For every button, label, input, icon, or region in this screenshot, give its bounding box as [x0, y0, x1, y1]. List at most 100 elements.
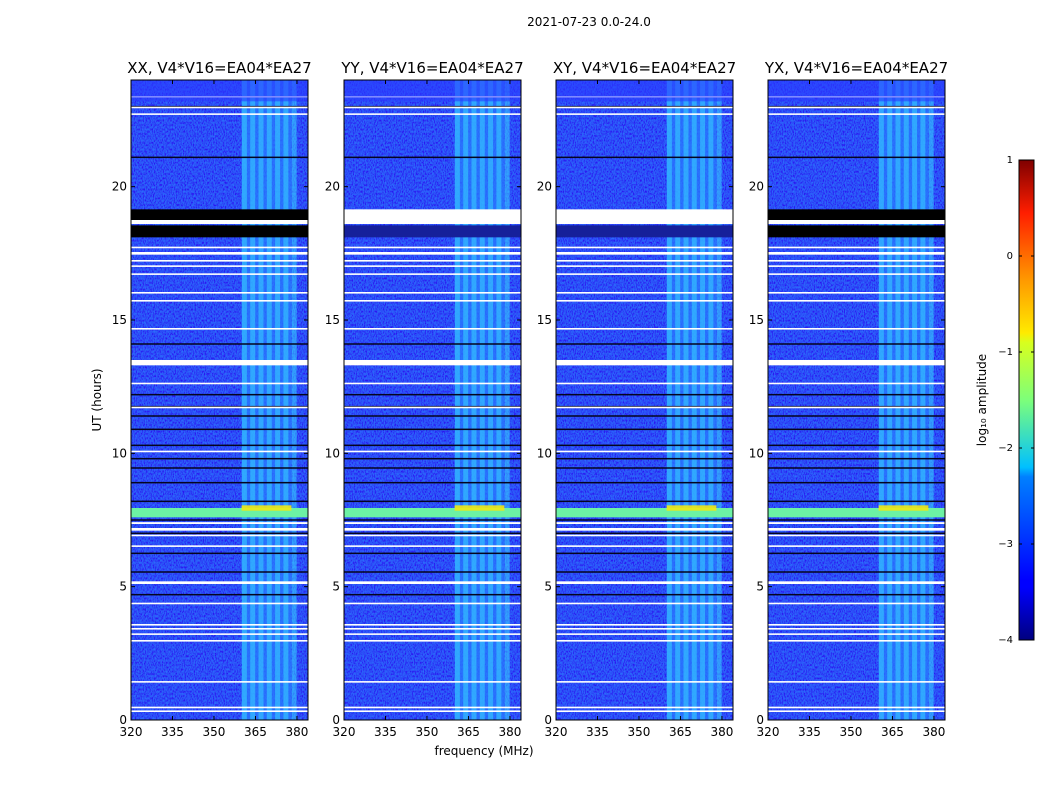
colorbar-tick-label: 0	[1007, 251, 1013, 262]
flagged-gap	[768, 522, 945, 524]
flagged-gap	[556, 640, 733, 642]
flagged-gap	[556, 273, 733, 275]
dark-line	[556, 571, 733, 573]
rfi-strip	[887, 80, 893, 720]
colorbar-label: log₁₀ amplitude	[975, 354, 989, 446]
rfi-hot-strip	[454, 505, 505, 511]
dark-line	[344, 415, 521, 417]
dark-line	[768, 428, 945, 431]
flagged-gap	[131, 545, 308, 547]
dark-line	[556, 552, 733, 555]
panel: YY, V4*V16=EA04*EA27 320 335 350 365 380 0 5 10 1…	[325, 59, 524, 739]
flagged-gap	[556, 624, 733, 626]
flagged-gap	[131, 265, 308, 267]
flagged-gap	[344, 534, 521, 537]
dark-line	[768, 481, 945, 484]
top-edge-band	[131, 80, 308, 102]
flagged-gap	[768, 246, 945, 249]
axes-frame	[343, 79, 522, 721]
rfi-hot-strip	[241, 505, 292, 511]
dark-line	[131, 343, 308, 345]
rfi-strip	[250, 80, 256, 720]
flagged-gap	[131, 640, 308, 642]
y-tick-label: 20	[325, 180, 340, 194]
rfi-band	[241, 80, 292, 720]
x-tick-label: 380	[710, 725, 733, 739]
x-tick-label: 335	[586, 725, 609, 739]
dark-line	[556, 532, 733, 535]
rfi-strip	[666, 80, 672, 720]
flagged-gap	[556, 220, 733, 224]
flagged-block	[768, 209, 945, 220]
flagged-gap	[344, 545, 521, 547]
flagged-gap	[768, 300, 945, 302]
dark-line	[344, 571, 521, 573]
flagged-block	[131, 225, 308, 238]
dark-line	[131, 532, 308, 535]
flagged-gap	[131, 106, 308, 109]
flagged-gap	[768, 406, 945, 409]
dark-line	[344, 393, 521, 396]
flagged-gap	[556, 581, 733, 584]
x-axis-label: frequency (MHz)	[434, 744, 533, 758]
dark-line	[344, 519, 521, 521]
x-tick-label: 365	[457, 725, 480, 739]
dark-line	[556, 481, 733, 484]
flagged-gap	[131, 681, 308, 683]
panels: XX, V4*V16=EA04*EA27 320 335 350 365 380 0 5 10 1…	[112, 59, 948, 739]
flagged-gap	[556, 534, 733, 537]
flagged-gap	[768, 292, 945, 294]
y-tick-label: 10	[325, 446, 340, 460]
rfi-strip	[291, 80, 297, 720]
dark-line	[556, 415, 733, 417]
dark-line	[344, 532, 521, 535]
flagged-gap	[556, 360, 733, 366]
flagged-gap	[556, 260, 733, 262]
panel: XX, V4*V16=EA04*EA27 320 335 350 365 380 0 5 10 1…	[112, 59, 312, 739]
rfi-band	[878, 80, 929, 720]
rfi-strip	[488, 80, 494, 720]
rfi-band	[454, 80, 505, 720]
dark-line	[768, 593, 945, 596]
flagged-gap	[344, 260, 521, 262]
flagged-block	[131, 209, 308, 220]
y-tick-label: 0	[544, 713, 552, 727]
flagged-gap	[131, 246, 308, 249]
top-edge-band	[556, 80, 733, 102]
flagged-gap	[768, 252, 945, 255]
flagged-gap	[768, 624, 945, 626]
y-tick-label: 20	[749, 180, 764, 194]
panel-title: YX, V4*V16=EA04*EA27	[764, 59, 948, 77]
dark-line	[131, 519, 308, 521]
flagged-block	[556, 209, 733, 220]
flagged-gap	[556, 522, 733, 524]
y-tick-label: 5	[544, 580, 552, 594]
flagged-gap	[131, 113, 308, 115]
flagged-gap	[556, 106, 733, 109]
rfi-strip	[266, 80, 272, 720]
figure-suptitle: 2021-07-23 0.0-24.0	[527, 15, 651, 29]
flagged-gap	[768, 710, 945, 712]
flagged-gap	[344, 382, 521, 385]
rfi-strip	[716, 80, 722, 720]
panel-title: XY, V4*V16=EA04*EA27	[553, 59, 736, 77]
flagged-gap	[131, 628, 308, 630]
y-tick-label: 10	[112, 446, 127, 460]
rfi-strip	[241, 80, 247, 720]
flagged-gap	[556, 710, 733, 712]
dark-line	[768, 571, 945, 573]
axes-frame	[767, 79, 946, 721]
dark-line	[344, 156, 521, 159]
dark-line	[344, 467, 521, 469]
flagged-gap	[768, 273, 945, 275]
rfi-strip	[504, 80, 510, 720]
flagged-gap	[344, 522, 521, 524]
flagged-gap	[131, 633, 308, 635]
panel-title: YY, V4*V16=EA04*EA27	[340, 59, 523, 77]
flagged-block	[344, 225, 521, 238]
dark-line	[556, 156, 733, 159]
dark-line	[131, 415, 308, 417]
dark-line	[556, 519, 733, 521]
flagged-gap	[556, 292, 733, 294]
dark-line	[768, 532, 945, 535]
